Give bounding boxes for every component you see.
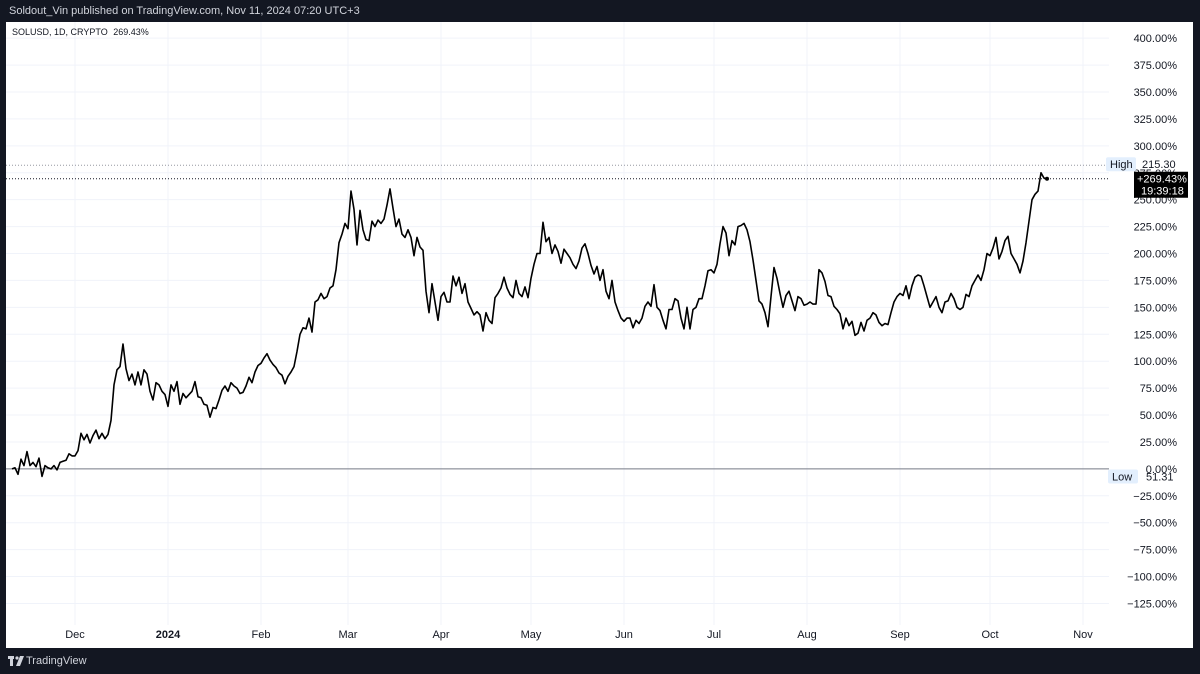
y-tick-label: 175.00% bbox=[1134, 275, 1178, 287]
series-line bbox=[11, 172, 1048, 478]
x-tick-label: Aug bbox=[797, 629, 817, 641]
chart-frame[interactable]: 400.00%375.00%350.00%325.00%300.00%275.0… bbox=[6, 22, 1193, 648]
tradingview-logo-icon bbox=[8, 656, 24, 666]
y-tick-label: 100.00% bbox=[1134, 356, 1178, 368]
bottom-bar: TradingView bbox=[0, 648, 1200, 674]
last-point bbox=[1045, 176, 1049, 181]
x-tick-label: May bbox=[521, 629, 542, 641]
y-tick-label: 50.00% bbox=[1140, 410, 1178, 422]
y-tick-label: 300.00% bbox=[1134, 141, 1178, 153]
x-tick-label: Jun bbox=[615, 629, 633, 641]
price-chart[interactable]: 400.00%375.00%350.00%325.00%300.00%275.0… bbox=[6, 22, 1193, 648]
x-tick-label: Feb bbox=[252, 629, 271, 641]
legend-symbol: SOLUSD, 1D, CRYPTO bbox=[12, 27, 108, 37]
last-value: +269.43% bbox=[1137, 174, 1187, 186]
high-label: High bbox=[1110, 159, 1133, 171]
x-tick-label: 2024 bbox=[156, 629, 181, 641]
x-tick-label: Mar bbox=[339, 629, 358, 641]
y-tick-label: 125.00% bbox=[1134, 329, 1178, 341]
y-tick-label: 0.00% bbox=[1146, 464, 1177, 476]
x-tick-label: Jul bbox=[707, 629, 721, 641]
y-tick-label: 375.00% bbox=[1134, 60, 1178, 72]
y-tick-label: 25.00% bbox=[1140, 437, 1178, 449]
y-tick-label: 225.00% bbox=[1134, 222, 1178, 234]
x-tick-label: Dec bbox=[65, 629, 85, 641]
low-label: Low bbox=[1112, 471, 1132, 483]
y-tick-label: 200.00% bbox=[1134, 249, 1178, 261]
publisher-text: Soldout_Vin published on TradingView.com… bbox=[9, 5, 360, 17]
y-tick-label: 350.00% bbox=[1134, 87, 1178, 99]
x-tick-label: Oct bbox=[981, 629, 998, 641]
high-marker: High 215.30 bbox=[1106, 157, 1176, 172]
x-tick-label: Apr bbox=[432, 629, 449, 641]
y-tick-label: 150.00% bbox=[1134, 302, 1178, 314]
y-tick-label: 325.00% bbox=[1134, 114, 1178, 126]
brand-label: TradingView bbox=[26, 655, 87, 667]
y-tick-label: 400.00% bbox=[1134, 33, 1178, 45]
y-tick-label: −125.00% bbox=[1127, 598, 1177, 610]
high-price: 215.30 bbox=[1142, 159, 1176, 171]
legend-change: 269.43% bbox=[113, 27, 149, 37]
y-axis[interactable]: 400.00%375.00%350.00%325.00%300.00%275.0… bbox=[1127, 33, 1177, 610]
legend: SOLUSD, 1D, CRYPTO 269.43% bbox=[12, 27, 149, 37]
top-bar: Soldout_Vin published on TradingView.com… bbox=[0, 0, 1200, 22]
low-price: 51.31 bbox=[1146, 471, 1174, 483]
grid-lines bbox=[6, 22, 1109, 625]
low-marker: Low 51.31 bbox=[1108, 469, 1174, 484]
x-tick-label: Sep bbox=[890, 629, 910, 641]
y-tick-label: −25.00% bbox=[1133, 491, 1177, 503]
y-tick-label: −50.00% bbox=[1133, 518, 1177, 530]
y-tick-label: 75.00% bbox=[1140, 383, 1178, 395]
y-tick-label: −75.00% bbox=[1133, 545, 1177, 557]
x-tick-label: Nov bbox=[1073, 629, 1093, 641]
y-tick-label: −100.00% bbox=[1127, 572, 1177, 584]
x-axis[interactable]: Dec 2024 Feb Mar Apr May Jun Jul Aug Sep Oct Nov bbox=[65, 629, 1093, 641]
last-price-label: +269.43% 19:39:18 bbox=[1134, 171, 1188, 198]
countdown: 19:39:18 bbox=[1141, 186, 1184, 198]
